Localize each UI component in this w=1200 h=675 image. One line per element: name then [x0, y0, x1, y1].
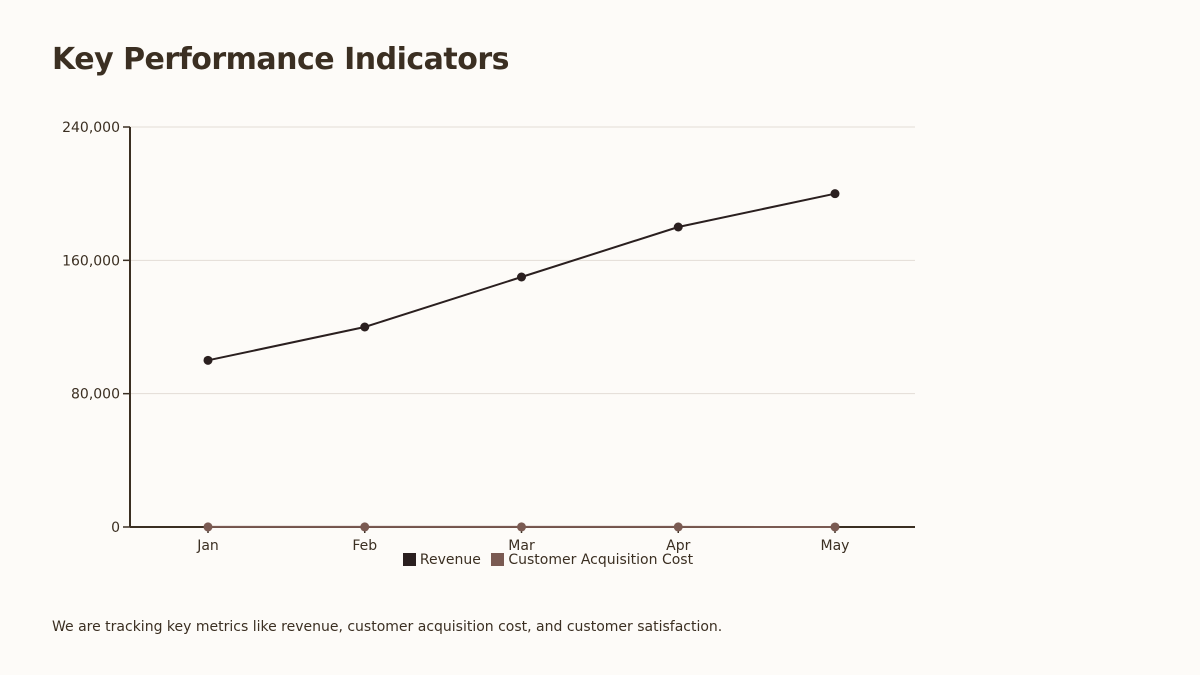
legend-label-cac: Customer Acquisition Cost [508, 552, 694, 568]
page-title: Key Performance Indicators [52, 42, 510, 77]
legend-swatch-cac [491, 553, 505, 566]
data-point [673, 522, 683, 532]
data-point [517, 272, 526, 282]
data-point [360, 322, 370, 332]
x-tick-label: Feb [352, 538, 377, 554]
x-tick-label: Apr [666, 538, 690, 554]
legend-label-revenue: Revenue [419, 552, 481, 568]
y-tick-label: 0 [111, 520, 120, 536]
y-tick-label: 240,000 [62, 120, 120, 136]
x-tick-label: Jan [196, 538, 219, 554]
y-tick-label: 80,000 [71, 387, 120, 403]
data-point [360, 522, 370, 532]
x-tick-label: Mar [508, 538, 535, 554]
data-point [830, 522, 840, 532]
data-point [673, 222, 683, 232]
data-point [203, 522, 213, 532]
chart-legend: Revenue Customer Acquisition Cost [0, 552, 1090, 568]
legend-swatch-revenue [402, 553, 416, 566]
x-tick-label: May [821, 538, 850, 554]
y-tick-label: 160,000 [62, 253, 120, 269]
caption-text: We are tracking key metrics like revenue… [52, 619, 723, 635]
data-point [830, 189, 840, 199]
data-point [203, 355, 213, 365]
data-point [517, 522, 526, 532]
